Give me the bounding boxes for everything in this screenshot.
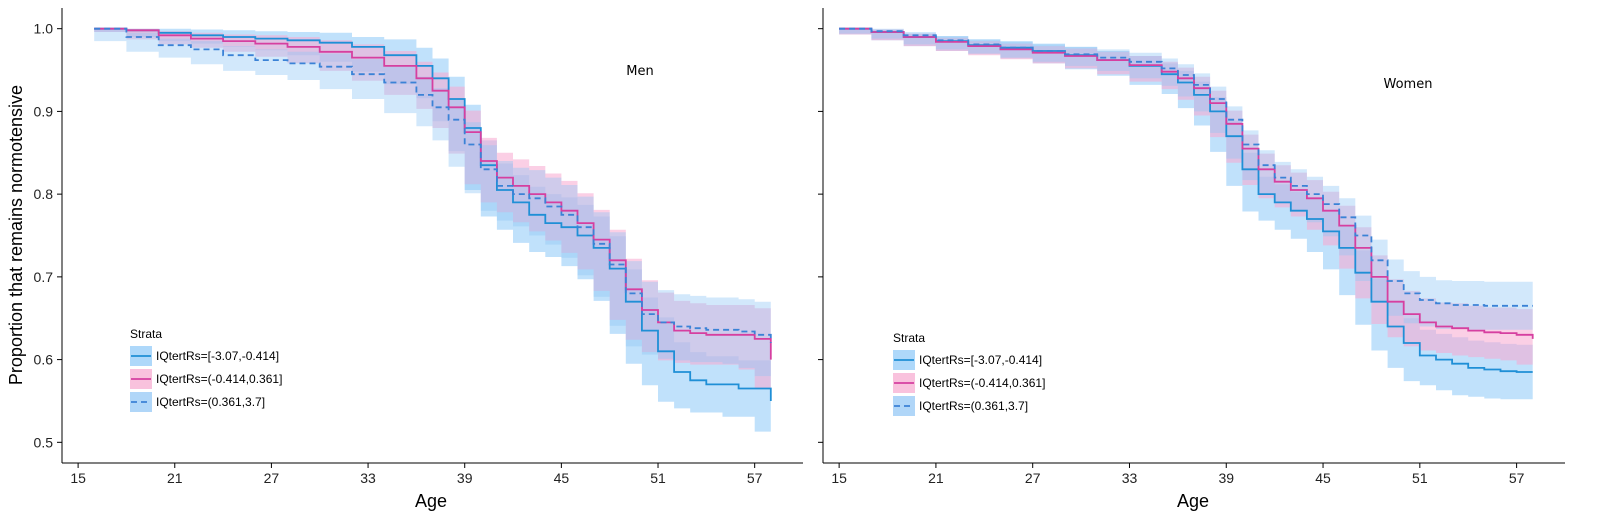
x-tick-label: 39 (1218, 470, 1234, 486)
x-tick-label: 39 (457, 470, 473, 486)
panel-label-men: Men (626, 64, 653, 79)
x-tick-label: 21 (167, 470, 183, 486)
legend-label-mid: IQtertRs=(-0.414,0.361] (919, 376, 1045, 390)
x-tick-label: 33 (1122, 470, 1138, 486)
x-tick-label: 57 (747, 470, 763, 486)
panel-women: 15 21 27 33 39 45 51 57 Women Age Strata IQtertR… (818, 8, 1565, 511)
legend-label-mid: IQtertRs=(-0.414,0.361] (156, 372, 282, 386)
x-axis-title-men: Age (415, 491, 447, 511)
x-tick-label: 21 (928, 470, 944, 486)
y-tick-label: 0.7 (34, 269, 54, 285)
y-ticks-men: 0.5 0.6 0.7 0.8 0.9 1.0 (34, 21, 62, 450)
x-ticks-women: 15 21 27 33 39 45 51 57 (831, 463, 1525, 486)
y-tick-label: 0.8 (34, 186, 54, 202)
survival-line-high-men (94, 27, 772, 343)
ci-band-high-women (839, 28, 1533, 330)
y-tick-label: 1.0 (34, 21, 54, 37)
x-tick-label: 15 (70, 470, 86, 486)
y-axis-title: Proportion that remains normotensive (6, 85, 26, 385)
ci-band-low-women (839, 28, 1533, 400)
ci-band-mid-women (839, 28, 1533, 365)
x-axis-title-women: Age (1177, 491, 1209, 511)
legend-label-low: IQtertRs=[-3.07,-0.414] (156, 349, 279, 363)
legend-title: Strata (893, 331, 925, 345)
survival-lines-women (839, 27, 1534, 373)
x-tick-label: 27 (264, 470, 280, 486)
legend-label-high: IQtertRs=(0.361,3.7] (156, 395, 265, 409)
legend-label-high: IQtertRs=(0.361,3.7] (919, 399, 1028, 413)
x-tick-label: 51 (1412, 470, 1428, 486)
survival-lines-men (94, 27, 772, 401)
x-ticks-men: 15 21 27 33 39 45 51 57 (70, 463, 763, 486)
ci-band-high-men (94, 28, 771, 377)
y-tick-label: 0.9 (34, 103, 54, 119)
confidence-bands-women (839, 28, 1533, 400)
x-tick-label: 57 (1509, 470, 1525, 486)
y-ticks-women (818, 28, 823, 443)
legend-men: Strata IQtertRs=[-3.07,-0.414] IQtertRs=(-… (130, 327, 282, 412)
y-tick-label: 0.5 (34, 434, 54, 450)
x-tick-label: 45 (1315, 470, 1331, 486)
panel-label-women: Women (1384, 77, 1433, 92)
survival-line-low-women (839, 27, 1533, 373)
legend-label-low: IQtertRs=[-3.07,-0.414] (919, 353, 1042, 367)
survival-line-mid-men (94, 27, 772, 360)
x-tick-label: 45 (554, 470, 570, 486)
legend-title: Strata (130, 327, 162, 341)
x-tick-label: 27 (1025, 470, 1041, 486)
x-tick-label: 33 (360, 470, 376, 486)
x-tick-label: 51 (650, 470, 666, 486)
survival-line-high-women (839, 27, 1533, 307)
x-tick-label: 15 (831, 470, 847, 486)
y-tick-label: 0.6 (34, 352, 54, 368)
legend-women: Strata IQtertRs=[-3.07,-0.414] IQtertRs=(-… (893, 331, 1045, 416)
panel-men: 0.50.60.70.80.91.0 15 21 27 33 39 45 51 57 Men … (34, 8, 803, 511)
